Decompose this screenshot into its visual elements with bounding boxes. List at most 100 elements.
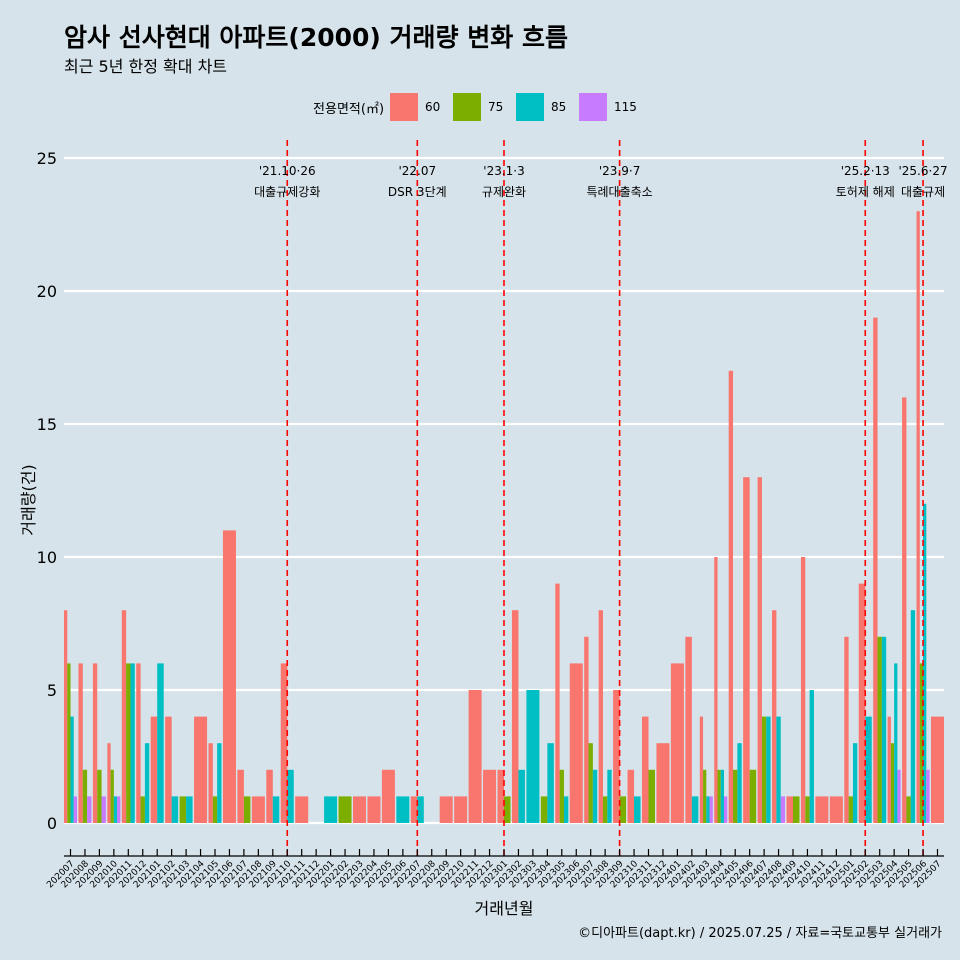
- bar-202109-60: [266, 769, 273, 823]
- bar-202011-75: [126, 663, 131, 823]
- event-date-202207: '22.07: [398, 164, 436, 178]
- legend-label-115: 115: [614, 100, 637, 114]
- bar-202404-60: [714, 557, 718, 823]
- bar-202308-60: [598, 610, 603, 823]
- y-tick-label-20: 20: [37, 282, 57, 301]
- event-label-202207: DSR 3단계: [388, 185, 447, 199]
- bar-202202-75: [338, 796, 352, 823]
- legend-key-75: [453, 93, 482, 121]
- bar-202009-60: [92, 663, 98, 823]
- bar-202201-85: [324, 796, 338, 823]
- bar-202010-115: [117, 796, 121, 823]
- bar-202408-85: [776, 716, 781, 823]
- bar-202405-60: [728, 370, 734, 823]
- bar-202409-75: [792, 796, 800, 823]
- bar-202103-75: [179, 796, 187, 823]
- bar-202101-60: [150, 716, 158, 823]
- legend-item-115: 115: [579, 93, 637, 121]
- bar-202308-75: [602, 796, 608, 823]
- bar-202304-75: [540, 796, 548, 823]
- legend-item-75: 75: [453, 93, 506, 121]
- bar-202301-75: [504, 796, 511, 823]
- legend-title: 전용면적(㎡): [313, 101, 385, 117]
- bar-202009-115: [101, 796, 106, 823]
- bar-202206-85: [396, 796, 410, 823]
- bar-202010-60: [107, 743, 111, 823]
- bar-202407-60: [757, 477, 762, 823]
- bar-202405-85: [737, 743, 742, 823]
- bar-202009-75: [97, 769, 102, 823]
- legend-item-85: 85: [516, 93, 569, 121]
- bar-202504-85: [894, 663, 898, 823]
- legend-key-115: [579, 93, 608, 121]
- y-tick-label-5: 5: [47, 681, 57, 700]
- bar-202008-60: [78, 663, 83, 823]
- legend-key-85: [516, 93, 545, 121]
- event-date-202502: '25.2·13: [841, 164, 890, 178]
- bar-202302-85: [518, 769, 525, 823]
- bar-202105-60: [208, 743, 213, 823]
- bar-202410-60: [800, 557, 806, 823]
- y-tick-label-10: 10: [37, 548, 57, 567]
- bar-202408-115: [780, 796, 786, 823]
- legend-label-85: 85: [551, 100, 567, 114]
- bar-202305-75: [559, 769, 564, 823]
- bar-202311-60: [641, 716, 649, 823]
- bar-202501-60: [844, 636, 849, 823]
- bar-202110-85: [287, 769, 294, 823]
- bar-202503-85: [881, 636, 887, 823]
- bar-202012-60: [136, 663, 141, 823]
- bar-202007-85: [70, 716, 74, 823]
- bar-202406-75: [749, 769, 757, 823]
- bar-202507-60: [930, 716, 944, 823]
- bar-202007-60: [64, 610, 68, 823]
- bar-202110-60: [280, 663, 288, 823]
- bar-202008-115: [87, 796, 92, 823]
- bar-202105-85: [217, 743, 222, 823]
- bar-202102-85: [171, 796, 179, 823]
- bar-202410-75: [805, 796, 810, 823]
- bar-202310-60: [627, 769, 635, 823]
- bar-202506-75: [919, 663, 924, 823]
- event-label-202506: 대출규제: [901, 185, 945, 199]
- bar-202210-60: [454, 796, 468, 823]
- bar-202012-85: [144, 743, 150, 823]
- bar-202503-60: [873, 317, 878, 823]
- bar-202309-60: [613, 690, 620, 823]
- bar-202411-60: [815, 796, 829, 823]
- bar-202501-75: [848, 796, 853, 823]
- bar-202303-85: [526, 690, 540, 823]
- bar-202309-75: [619, 796, 627, 823]
- event-label-202502: 토허제 해제: [836, 185, 895, 199]
- bar-202107-75: [243, 796, 251, 823]
- bar-202506-60: [916, 211, 920, 823]
- bar-202211-60: [468, 690, 482, 823]
- y-axis-title: 거래량(건): [19, 464, 38, 535]
- bar-202109-85: [272, 796, 280, 823]
- bar-202101-85: [157, 663, 164, 823]
- bar-202010-85: [113, 796, 118, 823]
- event-date-202309: '23.9·7: [599, 164, 640, 178]
- bar-202505-75: [906, 796, 911, 823]
- bar-202104-60: [194, 716, 208, 823]
- bar-202410-85: [809, 690, 814, 823]
- bar-202404-115: [724, 796, 728, 823]
- bar-202402-85: [691, 796, 699, 823]
- chart-subtitle: 최근 5년 한정 확대 차트: [64, 57, 228, 76]
- bar-202402-60: [685, 636, 692, 823]
- bar-202506-115: [926, 769, 930, 823]
- bar-202111-60: [295, 796, 309, 823]
- bar-202212-60: [483, 769, 497, 823]
- bar-202012-75: [140, 796, 145, 823]
- bar-202306-60: [569, 663, 583, 823]
- bar-202311-75: [648, 769, 656, 823]
- bar-202407-85: [766, 716, 771, 823]
- legend-label-75: 75: [488, 100, 504, 114]
- bar-202401-60: [670, 663, 684, 823]
- bar-202308-85: [607, 769, 612, 823]
- bar-202203-60: [352, 796, 367, 823]
- x-axis-title: 거래년월: [475, 899, 534, 918]
- bar-202407-75: [761, 716, 767, 823]
- legend-label-60: 60: [425, 100, 441, 114]
- bar-202302-60: [511, 610, 519, 823]
